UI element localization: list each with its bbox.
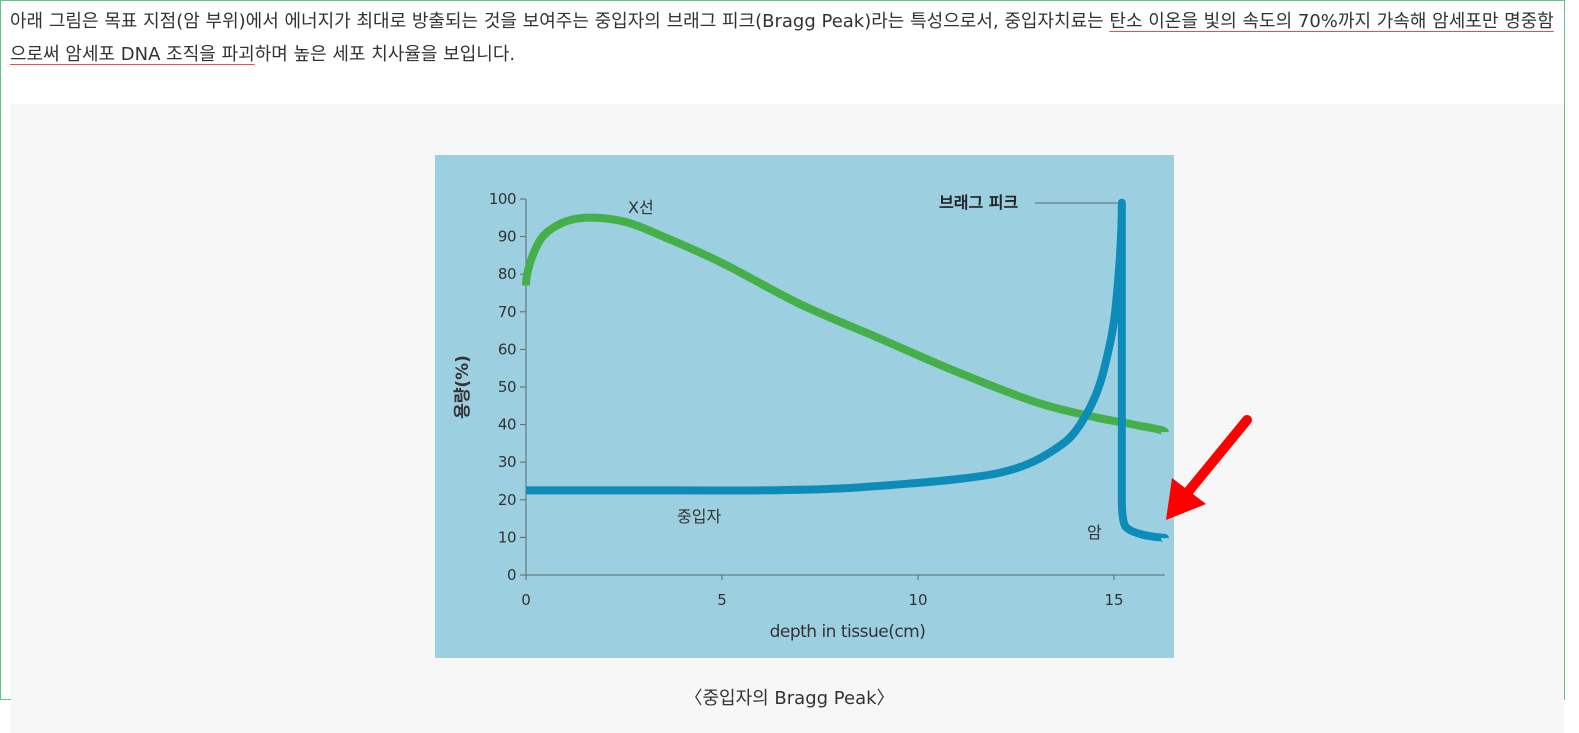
y-tick-label: 30 bbox=[498, 453, 516, 471]
article-paragraph: 아래 그림은 목표 지점(암 부위)에서 에너지가 최대로 방출되는 것을 보여… bbox=[10, 5, 1562, 71]
paragraph-text-start: 아래 그림은 목표 지점(암 부위)에서 에너지가 최대로 방출되는 것을 보여… bbox=[10, 11, 1110, 32]
y-tick-label: 100 bbox=[489, 190, 516, 208]
cancer-annotation: 암 bbox=[1087, 523, 1102, 542]
y-tick-label: 10 bbox=[498, 528, 516, 546]
xray-series-label: X선 bbox=[628, 198, 654, 217]
x-axis-label: depth in tissue(cm) bbox=[770, 622, 926, 642]
paragraph-highlight: 탄소 이온을 빛의 속도의 70%까지 가속해 암세포만 명중함으로써 암세포 … bbox=[10, 11, 1554, 65]
xray-dose-line bbox=[522, 213, 1169, 437]
paragraph-text-end: 하며 높은 세포 치사율을 보입니다. bbox=[254, 44, 516, 65]
red-arrow-icon bbox=[1166, 415, 1252, 520]
y-tick-label: 70 bbox=[498, 303, 516, 321]
y-axis-label: 용량(%) bbox=[453, 355, 473, 419]
bragg-peak-chart: 0 10 20 30 40 50 60 70 80 90 100 0 5 10 15 depth in tis… bbox=[453, 190, 1169, 642]
bragg-peak-figure: 0 10 20 30 40 50 60 70 80 90 100 0 5 10 15 depth in tis… bbox=[435, 155, 1174, 658]
heavy-ion-series-label: 중입자 bbox=[677, 507, 721, 526]
figure-caption: 〈중입자의 Bragg Peak〉 bbox=[684, 688, 895, 709]
x-tick-label: 5 bbox=[717, 591, 727, 609]
heavy-ion-dose-line bbox=[525, 198, 1169, 543]
y-tick-label: 80 bbox=[498, 265, 516, 283]
y-tick-label: 0 bbox=[507, 566, 516, 584]
y-tick-label: 40 bbox=[498, 416, 516, 434]
x-tick-label: 10 bbox=[908, 591, 927, 609]
x-tick-label: 0 bbox=[521, 591, 531, 609]
y-tick-label: 90 bbox=[498, 228, 516, 246]
y-tick-label: 20 bbox=[498, 491, 516, 509]
x-tick-label: 15 bbox=[1104, 591, 1123, 609]
y-tick-label: 50 bbox=[498, 378, 516, 396]
bragg-peak-annotation: 브래그 피크 bbox=[939, 193, 1018, 212]
y-tick-label: 60 bbox=[498, 340, 516, 358]
